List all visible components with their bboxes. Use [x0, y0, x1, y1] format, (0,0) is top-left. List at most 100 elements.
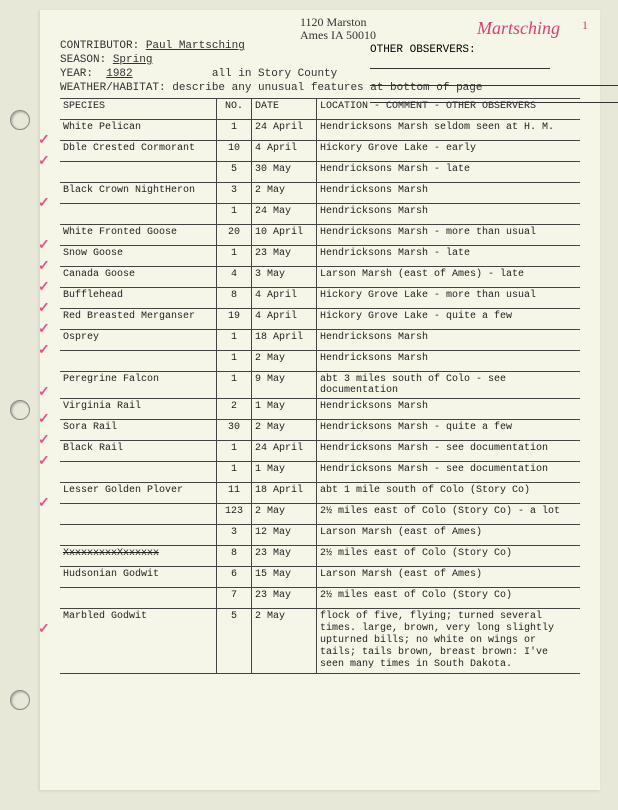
- pink-tick-icon: ✓: [38, 195, 50, 212]
- pink-tick-icon: ✓: [38, 300, 50, 317]
- cell-no: 1: [217, 330, 252, 351]
- cell-location: Hendricksons Marsh - quite a few: [317, 420, 581, 441]
- other-observers-label: OTHER OBSERVERS:: [370, 44, 476, 56]
- cell-location: Hendricksons Marsh: [317, 330, 581, 351]
- cell-date: 1 May: [252, 462, 317, 483]
- col-species: SPECIES: [60, 99, 217, 120]
- cell-species: Hudsonian Godwit: [60, 567, 217, 588]
- county-note: all in Story County: [212, 68, 337, 80]
- contributor-value: Paul Martsching: [146, 40, 245, 52]
- cell-date: 24 April: [252, 441, 317, 462]
- address-line1: 1120 Marston: [300, 15, 367, 29]
- cell-date: 4 April: [252, 141, 317, 162]
- cell-date: 23 May: [252, 246, 317, 267]
- cell-species: Osprey: [60, 330, 217, 351]
- table-row: Osprey118 AprilHendricksons Marsh: [60, 330, 580, 351]
- table-row: Red Breasted Merganser194 AprilHickory G…: [60, 309, 580, 330]
- cell-species: [60, 351, 217, 372]
- blank-line: [370, 73, 618, 86]
- pink-tick-icon: ✓: [38, 453, 50, 470]
- cell-date: 2 May: [252, 351, 317, 372]
- year-label: YEAR:: [60, 68, 93, 80]
- cell-no: 4: [217, 267, 252, 288]
- cell-date: 18 April: [252, 483, 317, 504]
- table-row: White Pelican124 AprilHendricksons Marsh…: [60, 120, 580, 141]
- cell-species: Peregrine Falcon: [60, 372, 217, 399]
- table-row: White Fronted Goose2010 AprilHendrickson…: [60, 225, 580, 246]
- cell-location: Hendricksons Marsh: [317, 204, 581, 225]
- cell-location: Hendricksons Marsh seldom seen at H. M.: [317, 120, 581, 141]
- table-row: 530 MayHendricksons Marsh - late: [60, 162, 580, 183]
- other-observers-block: OTHER OBSERVERS:: [370, 44, 618, 107]
- cell-no: 20: [217, 225, 252, 246]
- col-no: NO.: [217, 99, 252, 120]
- cell-location: abt 1 mile south of Colo (Story Co): [317, 483, 581, 504]
- cell-date: 3 May: [252, 267, 317, 288]
- cell-no: 30: [217, 420, 252, 441]
- cell-date: 4 April: [252, 309, 317, 330]
- cell-no: 1: [217, 441, 252, 462]
- table-row: Black Crown NightHeron32 MayHendricksons…: [60, 183, 580, 204]
- table-row: Snow Goose123 MayHendricksons Marsh - la…: [60, 246, 580, 267]
- blank-line: [370, 90, 618, 103]
- cell-no: 19: [217, 309, 252, 330]
- cell-date: 12 May: [252, 525, 317, 546]
- cell-species: Sora Rail: [60, 420, 217, 441]
- cell-no: 5: [217, 162, 252, 183]
- table-row: Canada Goose43 MayLarson Marsh (east of …: [60, 267, 580, 288]
- cell-date: 18 April: [252, 330, 317, 351]
- table-row: Peregrine Falcon19 Mayabt 3 miles south …: [60, 372, 580, 399]
- cell-date: 10 April: [252, 225, 317, 246]
- pink-tick-icon: ✓: [38, 279, 50, 296]
- pink-tick-icon: ✓: [38, 495, 50, 512]
- table-row: Bufflehead84 AprilHickory Grove Lake - m…: [60, 288, 580, 309]
- pink-tick-icon: ✓: [38, 621, 50, 638]
- cell-species: [60, 462, 217, 483]
- cell-no: 11: [217, 483, 252, 504]
- cell-no: 8: [217, 288, 252, 309]
- cell-location: flock of five, flying; turned several ti…: [317, 609, 581, 674]
- cell-no: 1: [217, 351, 252, 372]
- cell-no: 5: [217, 609, 252, 674]
- observations-table: SPECIES NO. DATE LOCATION - COMMENT - OT…: [60, 98, 580, 674]
- cell-location: 2½ miles east of Colo (Story Co): [317, 546, 581, 567]
- cell-location: Larson Marsh (east of Ames) - late: [317, 267, 581, 288]
- table-row: Hudsonian Godwit615 MayLarson Marsh (eas…: [60, 567, 580, 588]
- cell-species: [60, 525, 217, 546]
- cell-species: Red Breasted Merganser: [60, 309, 217, 330]
- cell-date: 23 May: [252, 588, 317, 609]
- cell-location: Larson Marsh (east of Ames): [317, 567, 581, 588]
- pink-tick-icon: ✓: [38, 384, 50, 401]
- cell-date: 9 May: [252, 372, 317, 399]
- cell-species: [60, 588, 217, 609]
- season-value: Spring: [113, 54, 153, 66]
- cell-species: Dble Crested Cormorant: [60, 141, 217, 162]
- table-row: 12 MayHendricksons Marsh: [60, 351, 580, 372]
- cell-date: 1 May: [252, 399, 317, 420]
- cell-date: 2 May: [252, 183, 317, 204]
- cell-species: Black Rail: [60, 441, 217, 462]
- cell-date: 24 May: [252, 204, 317, 225]
- cell-location: Hendricksons Marsh - see documentation: [317, 462, 581, 483]
- cell-species: [60, 504, 217, 525]
- cell-no: 3: [217, 183, 252, 204]
- cell-date: 2 May: [252, 609, 317, 674]
- cell-no: 2: [217, 399, 252, 420]
- pink-tick-icon: ✓: [38, 342, 50, 359]
- handwritten-address: 1120 Marston Ames IA 50010: [300, 16, 376, 42]
- cell-species: [60, 204, 217, 225]
- cell-species: Black Crown NightHeron: [60, 183, 217, 204]
- pink-tick-icon: ✓: [38, 237, 50, 254]
- cell-no: 1: [217, 246, 252, 267]
- handwritten-name: Martsching: [477, 18, 560, 39]
- cell-location: Hendricksons Marsh - late: [317, 162, 581, 183]
- cell-no: 1: [217, 372, 252, 399]
- cell-species: Marbled Godwit: [60, 609, 217, 674]
- table-row: Marbled Godwit52 Mayflock of five, flyin…: [60, 609, 580, 674]
- cell-location: Hendricksons Marsh - more than usual: [317, 225, 581, 246]
- blank-line: [370, 56, 550, 69]
- punch-hole: [10, 110, 30, 130]
- cell-species: White Fronted Goose: [60, 225, 217, 246]
- cell-no: 123: [217, 504, 252, 525]
- cell-location: Hendricksons Marsh - late: [317, 246, 581, 267]
